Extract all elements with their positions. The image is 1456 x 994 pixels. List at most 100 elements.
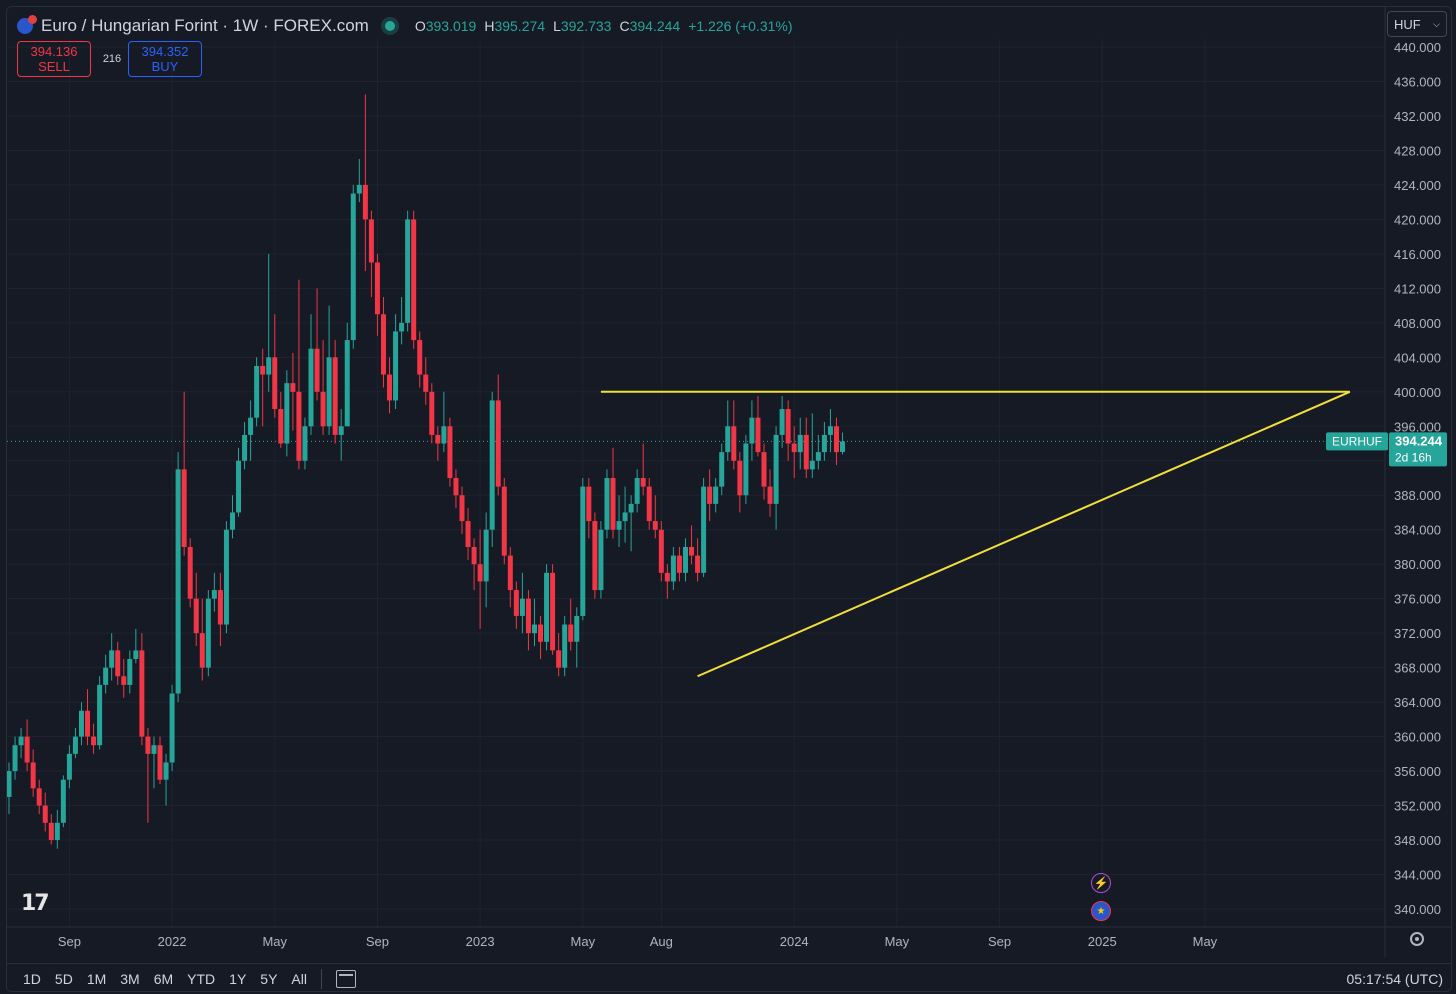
y-tick-label: 340.000 bbox=[1394, 902, 1441, 917]
x-tick-label: May bbox=[885, 934, 910, 949]
symbol-title[interactable]: Euro / Hungarian Forint · 1W · FOREX.com bbox=[41, 16, 369, 35]
candle-body bbox=[332, 357, 338, 435]
candle-body bbox=[495, 400, 501, 487]
candle-body bbox=[840, 441, 846, 452]
candle-body bbox=[411, 219, 417, 341]
candle-body bbox=[719, 452, 725, 487]
candle-body bbox=[501, 486, 507, 556]
utc-clock[interactable]: 05:17:54 (UTC) bbox=[1346, 971, 1443, 987]
candle-body bbox=[562, 624, 568, 668]
candle-body bbox=[42, 805, 48, 823]
y-tick-label: 348.000 bbox=[1394, 833, 1441, 848]
candle-body bbox=[12, 745, 18, 772]
candle-body bbox=[290, 383, 296, 392]
chart-frame: 440.000 436.000 432.000 428.000 424.000 420.0… bbox=[6, 6, 1452, 992]
candle-body bbox=[525, 598, 531, 634]
chart-background bbox=[7, 7, 1451, 991]
timeframe-6m[interactable]: 6M bbox=[153, 971, 174, 987]
timeframe-5d[interactable]: 5D bbox=[54, 971, 73, 987]
candle-body bbox=[133, 650, 139, 660]
candle-body bbox=[109, 650, 115, 668]
candle-body bbox=[670, 555, 676, 582]
candle-body bbox=[205, 598, 211, 668]
ohlc-readout: O393.019 H395.274 L392.733 C394.244 +1.2… bbox=[415, 18, 793, 34]
candle-body bbox=[713, 486, 719, 504]
y-tick-label: 372.000 bbox=[1394, 626, 1441, 641]
timeframe-ytd[interactable]: YTD bbox=[187, 971, 216, 987]
currency-label: HUF bbox=[1394, 16, 1421, 32]
candle-body bbox=[320, 391, 326, 427]
candle-body bbox=[350, 193, 356, 341]
price-tag-countdown: 2d 16h bbox=[1395, 450, 1432, 464]
candle-body bbox=[302, 426, 308, 461]
timeframe-1y[interactable]: 1Y bbox=[229, 971, 247, 987]
candle-body bbox=[242, 434, 248, 461]
candle-body bbox=[145, 736, 151, 754]
y-tick-label: 344.000 bbox=[1394, 868, 1441, 883]
candle-body bbox=[266, 357, 272, 375]
candle-body bbox=[556, 650, 562, 668]
candle-body bbox=[459, 495, 465, 522]
ohlc-low: L392.733 bbox=[553, 18, 612, 34]
y-tick-label: 380.000 bbox=[1394, 557, 1441, 572]
candle-body bbox=[368, 219, 374, 263]
candle-body bbox=[236, 460, 242, 513]
candle-body bbox=[399, 322, 405, 332]
calendar-goto-icon[interactable] bbox=[335, 970, 356, 988]
eu-flag-event-icon[interactable]: ★ bbox=[1091, 901, 1111, 921]
buy-button[interactable]: 394.352 BUY bbox=[128, 41, 202, 77]
chart-canvas[interactable]: 440.000 436.000 432.000 428.000 424.000 420.0… bbox=[7, 7, 1452, 992]
candle-body bbox=[550, 572, 556, 651]
timeframe-all[interactable]: All bbox=[291, 971, 307, 987]
candle-body bbox=[272, 357, 278, 410]
y-tick-label: 420.000 bbox=[1394, 212, 1441, 227]
timeframe-1m[interactable]: 1M bbox=[86, 971, 107, 987]
candle-body bbox=[477, 564, 483, 582]
candle-body bbox=[797, 434, 803, 453]
y-tick-label: 396.000 bbox=[1394, 419, 1441, 434]
candle-body bbox=[513, 590, 519, 616]
y-tick-label: 364.000 bbox=[1394, 695, 1441, 710]
candle-body bbox=[749, 417, 755, 444]
candle-body bbox=[30, 762, 36, 789]
candle-body bbox=[538, 624, 544, 642]
timeframe-3m[interactable]: 3M bbox=[120, 971, 140, 987]
candle-body bbox=[755, 417, 761, 453]
market-open-icon bbox=[384, 21, 395, 31]
candle-body bbox=[453, 478, 459, 496]
candle-body bbox=[193, 598, 199, 634]
candle-body bbox=[248, 417, 254, 435]
y-tick-label: 376.000 bbox=[1394, 592, 1441, 607]
gear-icon[interactable] bbox=[1410, 932, 1424, 946]
x-tick-label: 2022 bbox=[158, 934, 187, 949]
candle-body bbox=[187, 546, 193, 599]
candle-body bbox=[175, 469, 181, 694]
y-tick-label: 408.000 bbox=[1394, 316, 1441, 331]
timeframe-1d[interactable]: 1D bbox=[23, 971, 41, 987]
timeframe-5y[interactable]: 5Y bbox=[260, 971, 278, 987]
candle-body bbox=[767, 486, 773, 504]
support-trendline bbox=[697, 390, 1351, 678]
candle-body bbox=[580, 486, 586, 616]
candle-body bbox=[260, 365, 266, 375]
candle-body bbox=[121, 676, 127, 685]
candle-body bbox=[326, 357, 332, 427]
tradingview-logo-icon[interactable]: 17 bbox=[21, 891, 50, 916]
candle-body bbox=[18, 736, 24, 746]
candle-body bbox=[725, 426, 731, 453]
candle-body bbox=[604, 478, 610, 530]
candle-body bbox=[507, 555, 513, 591]
y-tick-label: 428.000 bbox=[1394, 143, 1441, 158]
candle-body bbox=[658, 529, 664, 573]
y-tick-label: 412.000 bbox=[1394, 281, 1441, 296]
candle-body bbox=[181, 469, 187, 547]
candle-body bbox=[773, 434, 779, 504]
sell-button[interactable]: 394.136 SELL bbox=[17, 41, 91, 77]
candle-body bbox=[809, 460, 815, 470]
y-tick-label: 360.000 bbox=[1394, 730, 1441, 745]
candle-body bbox=[519, 598, 525, 616]
symbol-header: Euro / Hungarian Forint · 1W · FOREX.com… bbox=[17, 13, 793, 39]
flash-event-icon[interactable]: ⚡ bbox=[1091, 873, 1111, 893]
currency-select[interactable]: HUF ⌵ bbox=[1387, 11, 1447, 37]
candle-body bbox=[199, 633, 205, 668]
